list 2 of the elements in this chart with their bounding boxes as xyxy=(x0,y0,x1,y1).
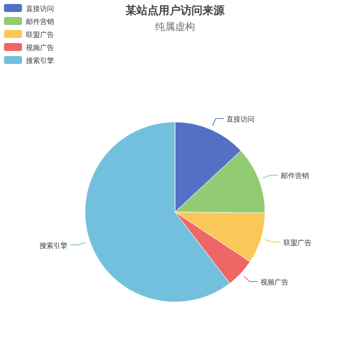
chart-title: 某站点用户访问来源 xyxy=(124,4,226,17)
text: 纯属虚构 xyxy=(155,21,195,33)
